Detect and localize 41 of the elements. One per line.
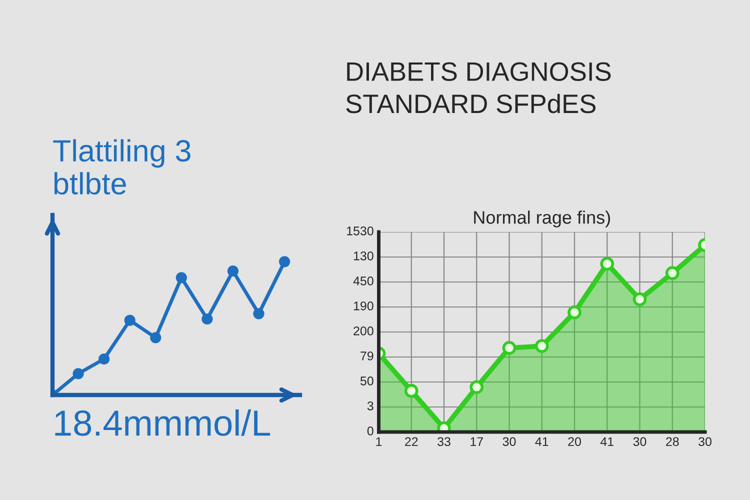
point (176, 272, 187, 284)
x-tick-label: 41 (600, 437, 614, 446)
point (600, 256, 614, 271)
x-tick-label: 1 (376, 437, 382, 446)
point (98, 353, 110, 365)
point (632, 292, 647, 306)
x-tick-label: 28 (666, 437, 679, 446)
point (227, 265, 239, 277)
point (665, 266, 680, 280)
text: 190 (354, 302, 374, 310)
text: 450 (353, 276, 374, 286)
text: 200 (354, 326, 374, 336)
x-tick-label: 20 (568, 437, 581, 446)
x-tick-label: 30 (633, 437, 646, 446)
x-tick-label: 30 (502, 437, 516, 446)
chart-subtitle: Normal rage fins) (474, 210, 610, 228)
point (278, 256, 290, 268)
x-tick-label: 33 (438, 437, 450, 446)
text: 130 (354, 252, 374, 260)
text: 1530 (347, 226, 374, 236)
point (470, 380, 484, 394)
chart-title: DIABETS DIAGNOSIS STANDARD SFPdES (346, 62, 611, 114)
text: 79 (360, 352, 374, 360)
x-tick-label: 22 (405, 437, 418, 446)
text: 3 (367, 402, 374, 410)
chart-title: Tlattiling 3 btlbte (53, 139, 190, 195)
text: 50 (360, 376, 374, 386)
point (502, 340, 516, 355)
point (124, 314, 136, 326)
text: 0 (367, 426, 374, 436)
point (150, 332, 162, 344)
point (534, 339, 549, 353)
point (568, 305, 582, 320)
x-tick-label: 41 (535, 437, 548, 446)
point (404, 384, 418, 398)
x-tick-label: 17 (470, 437, 483, 446)
x-tick-label: 30 (698, 437, 712, 446)
point (253, 308, 264, 320)
point (202, 313, 213, 325)
point (72, 368, 84, 380)
text: 18.4mmmol/L (55, 409, 270, 436)
